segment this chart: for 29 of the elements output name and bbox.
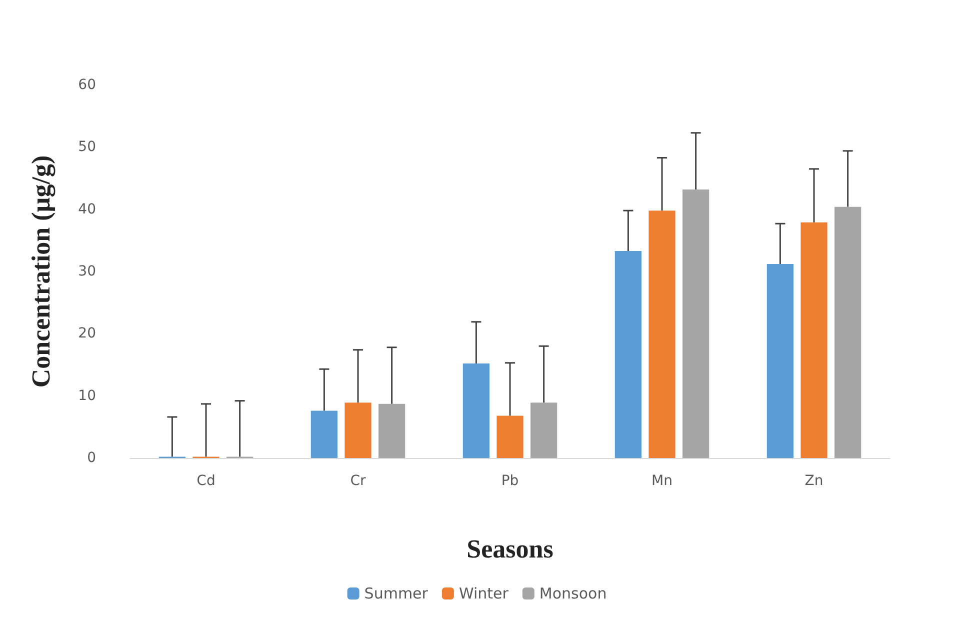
bar [530,402,558,458]
x-tick-label: Mn [652,473,672,489]
bar [766,264,794,458]
bar [310,410,338,458]
bar [344,402,372,458]
legend-label: Monsoon [539,584,607,602]
y-tick-label: 20 [78,326,96,342]
y-tick-label: 60 [78,77,96,93]
y-tick-label: 40 [78,201,96,218]
bar [682,189,710,458]
y-tick-label: 10 [78,388,96,404]
x-tick-label: Cd [196,473,216,489]
x-tick-label: Pb [501,473,519,489]
x-axis-title: Seasons [466,534,554,564]
bar [496,416,524,458]
y-tick-label: 50 [78,139,96,156]
bar [462,364,490,458]
legend-label: Summer [364,584,429,602]
bar [800,222,828,458]
bar [648,210,676,458]
bar [378,404,406,458]
bar [614,250,642,458]
x-tick-label: Cr [350,473,366,489]
y-tick-label: 30 [78,264,96,280]
y-axis-title: Concentration (µg/g) [26,155,56,388]
y-tick-label: 0 [87,450,96,466]
bar [834,206,862,458]
x-tick-label: Zn [804,473,824,489]
legend-label: Winter [458,584,510,602]
